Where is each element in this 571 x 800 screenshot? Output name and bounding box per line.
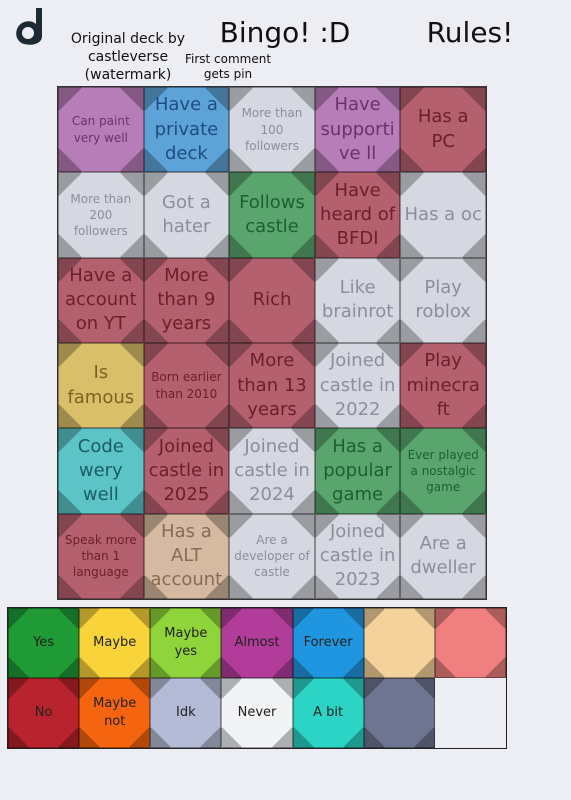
bingo-cell[interactable]: Have supportive ll xyxy=(314,87,401,173)
legend-label: Almost xyxy=(234,635,280,651)
legend-swatch: Yes xyxy=(8,608,80,678)
cell-label: Has a PC xyxy=(417,106,469,152)
legend-label: Yes xyxy=(33,635,55,651)
legend-label: Maybe yes xyxy=(164,626,208,659)
legend-label: No xyxy=(34,705,53,721)
credit: Original deck by castleverse (watermark) xyxy=(70,31,186,83)
cell-label: Speak more than 1 language xyxy=(64,533,137,580)
bingo-cell[interactable]: Code wery well xyxy=(58,428,144,514)
cell-label: More than 200 followers xyxy=(70,191,132,239)
cell-label: Is famous xyxy=(67,362,135,408)
bingo-cell[interactable]: Like brainrot xyxy=(314,257,401,343)
legend: Yes Maybe Maybe yes Almost Forever No Maybe no… xyxy=(7,607,507,749)
legend-swatch: No xyxy=(8,678,80,748)
bingo-cell[interactable]: Are a developer of castle xyxy=(229,513,315,599)
bingo-cell[interactable]: More than 200 followers xyxy=(58,172,144,258)
bingo-cell[interactable]: Have a account on YT xyxy=(58,257,144,343)
rules-title: Rules! xyxy=(426,16,514,49)
legend-label: Idk xyxy=(176,705,196,721)
cell-label: Has a ALT account xyxy=(150,520,223,591)
legend-label: Maybe not xyxy=(93,696,137,729)
cell-label: More than 13 years xyxy=(237,350,307,420)
cell-label: Joined castle in 2025 xyxy=(148,435,225,506)
bingo-cell[interactable]: More than 13 years xyxy=(229,343,315,429)
legend-swatch: Forever xyxy=(292,608,364,678)
legend-swatch xyxy=(434,608,506,678)
bingo-cell[interactable]: Born earlier than 2010 xyxy=(143,343,230,429)
legend-swatch: Almost xyxy=(221,608,293,678)
bingo-cell[interactable]: Has a popular game xyxy=(314,428,401,514)
cell-label: Play minecraft xyxy=(406,350,480,420)
legend-label: Forever xyxy=(303,635,353,651)
cell-label: Can paint very well xyxy=(71,114,130,145)
cell-label: Has a popular game xyxy=(323,435,392,506)
bingo-cell[interactable]: Has a ALT account xyxy=(143,513,230,599)
cell-label: Are a dweller xyxy=(410,533,477,579)
cell-label: Are a developer of castle xyxy=(234,533,310,580)
cell-label: Ever played a nostalgic game xyxy=(407,447,479,495)
cell-label: Code wery well xyxy=(77,435,124,506)
cell-label: Play roblox xyxy=(415,277,471,323)
bingo-cell[interactable]: Have heard of BFDI xyxy=(314,172,401,258)
bingo-cell[interactable]: Has a PC xyxy=(400,87,486,173)
subtitle: First comment gets pin xyxy=(184,52,272,81)
cell-label: Have a account on YT xyxy=(64,264,137,335)
legend-swatch: A bit xyxy=(292,678,364,748)
bingo-cell[interactable]: Joined castle in 2022 xyxy=(314,343,401,429)
bingo-cell[interactable]: Have a private deck xyxy=(143,87,230,173)
legend-label: Maybe xyxy=(93,635,137,651)
cell-label: Have heard of BFDI xyxy=(320,179,396,250)
bingo-cell[interactable]: Can paint very well xyxy=(58,87,144,173)
legend-label: Never xyxy=(237,705,277,721)
legend-swatch: Never xyxy=(221,678,293,748)
cell-label: Got a hater xyxy=(162,191,211,237)
bingo-cell[interactable]: More than 9 years xyxy=(143,257,230,343)
bingo-grid: Can paint very well Have a private deck Mo… xyxy=(57,86,487,600)
legend-swatch: Idk xyxy=(150,678,222,748)
bingo-cell[interactable]: Is famous xyxy=(58,343,144,429)
bingo-cell[interactable]: Ever played a nostalgic game xyxy=(400,428,486,514)
cell-label: Joined castle in 2023 xyxy=(319,520,396,591)
bingo-cell[interactable]: Joined castle in 2025 xyxy=(143,428,230,514)
cell-label: Follows castle xyxy=(239,191,305,237)
legend-swatch: Maybe yes xyxy=(150,608,222,678)
title: Bingo! :D xyxy=(219,16,351,49)
bingo-cell[interactable]: Play minecraft xyxy=(400,343,486,429)
cell-label: Have supportive ll xyxy=(320,94,395,164)
bingo-cell[interactable]: Joined castle in 2023 xyxy=(314,513,401,599)
cell-label: Born earlier than 2010 xyxy=(151,370,222,401)
bingo-cell[interactable]: Joined castle in 2024 xyxy=(229,428,315,514)
bingo-cell[interactable]: Got a hater xyxy=(143,172,230,258)
cell-label: Joined castle in 2022 xyxy=(319,350,396,420)
cell-label: Like brainrot xyxy=(321,277,394,323)
bingo-cell[interactable]: Rich xyxy=(229,257,315,343)
bingo-cell[interactable]: Follows castle xyxy=(229,172,315,258)
legend-label: A bit xyxy=(313,705,344,721)
legend-swatch xyxy=(363,678,435,748)
legend-swatch xyxy=(363,608,435,678)
bingo-cell[interactable]: Speak more than 1 language xyxy=(58,513,144,599)
cell-label: More than 100 followers xyxy=(241,106,303,153)
cell-label: Have a private deck xyxy=(154,94,219,164)
legend-swatch: Maybe xyxy=(79,608,151,678)
legend-swatch: Maybe not xyxy=(79,678,151,748)
logo xyxy=(16,8,42,45)
cell-label: Rich xyxy=(252,289,292,311)
bingo-cell[interactable]: Has a oc xyxy=(400,172,486,258)
cell-label: Joined castle in 2024 xyxy=(234,435,310,506)
bingo-cell[interactable]: Are a dweller xyxy=(400,513,486,599)
bingo-cell[interactable]: More than 100 followers xyxy=(229,87,315,173)
cell-label: More than 9 years xyxy=(157,264,216,335)
bingo-cell[interactable]: Play roblox xyxy=(400,257,486,343)
cell-label: Has a oc xyxy=(404,203,482,225)
